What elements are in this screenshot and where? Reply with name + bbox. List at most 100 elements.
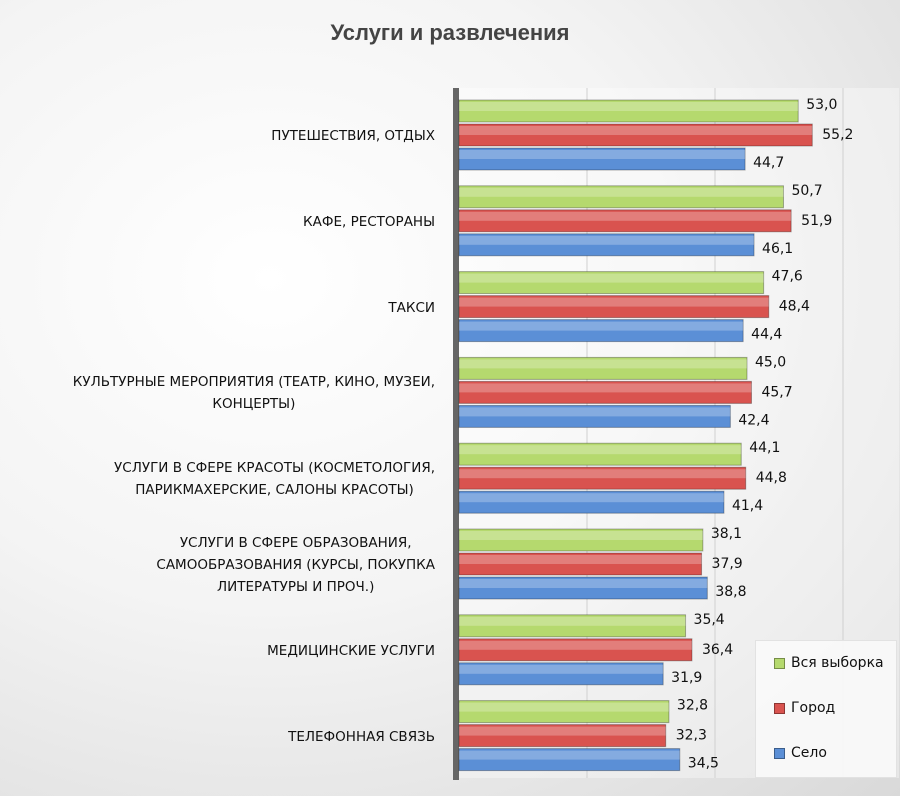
bar	[458, 466, 747, 490]
bar-highlight	[459, 359, 747, 369]
legend: Вся выборка Город Село	[755, 640, 897, 778]
bar	[458, 356, 748, 380]
bar-highlight	[459, 445, 742, 455]
bar-highlight	[459, 211, 792, 221]
category-label: УСЛУГИ В СФЕРЕ КРАСОТЫ (КОСМЕТОЛОГИЯ, ПАР…	[114, 457, 435, 501]
bar	[458, 552, 703, 576]
y-axis	[453, 88, 459, 780]
legend-item: Город	[774, 700, 835, 716]
legend-label: Село	[791, 745, 827, 761]
bar	[458, 185, 784, 209]
data-label: 45,7	[761, 384, 792, 400]
legend-item: Вся выборка	[774, 655, 884, 671]
data-label: 45,0	[755, 354, 786, 370]
bar-highlight	[459, 579, 708, 588]
category-label-line: УСЛУГИ В СФЕРЕ КРАСОТЫ (КОСМЕТОЛОГИЯ,	[114, 460, 435, 477]
bar	[458, 295, 770, 319]
bar	[458, 233, 755, 257]
category-label: КАФЕ, РЕСТОРАНЫ	[303, 211, 435, 233]
bar	[458, 147, 746, 171]
data-label: 51,9	[801, 213, 832, 229]
data-label: 32,3	[676, 728, 707, 744]
bar	[458, 700, 670, 724]
bar-highlight	[459, 407, 731, 417]
data-label: 41,4	[732, 498, 763, 514]
legend-item: Село	[774, 745, 827, 761]
bar-highlight	[459, 702, 669, 712]
data-label: 34,5	[688, 756, 719, 772]
data-label: 46,1	[762, 241, 793, 257]
data-label: 36,4	[702, 642, 733, 658]
bar	[458, 99, 799, 123]
legend-label: Вся выборка	[791, 655, 884, 671]
category-label-line: УСЛУГИ В СФЕРЕ ОБРАЗОВАНИЯ,	[179, 535, 412, 551]
bar	[458, 528, 704, 552]
data-label: 38,8	[715, 584, 746, 600]
data-label: 32,8	[677, 698, 708, 714]
bar	[458, 490, 725, 514]
data-label: 31,9	[671, 670, 702, 686]
data-label: 38,1	[711, 526, 742, 542]
data-label: 37,9	[712, 556, 743, 572]
data-label: 44,4	[751, 327, 782, 343]
bar	[458, 614, 687, 638]
bar-highlight	[459, 321, 744, 331]
category-label-line: КАФЕ, РЕСТОРАНЫ	[303, 213, 435, 230]
bar	[458, 442, 742, 466]
data-label: 50,7	[791, 183, 822, 199]
bar-highlight	[459, 493, 724, 503]
data-label: 53,0	[806, 97, 837, 113]
bar-highlight	[459, 126, 813, 135]
category-label-line: КОНЦЕРТЫ)	[212, 396, 296, 413]
bar-highlight	[459, 664, 664, 674]
category-label-line: ПУТЕШЕСТВИЯ, ОТДЫХ	[271, 128, 435, 144]
chart-title: Услуги и развлечения	[330, 20, 570, 45]
legend-swatch	[774, 747, 785, 759]
category-label: КУЛЬТУРНЫЕ МЕРОПРИЯТИЯ (ТЕАТР, КИНО, МУЗ…	[73, 371, 435, 415]
bar	[458, 380, 752, 404]
bar-highlight	[459, 273, 764, 283]
category-label-line: МЕДИЦИНСКИЕ УСЛУГИ	[267, 642, 435, 659]
bar-highlight	[459, 102, 799, 111]
bar-highlight	[459, 640, 692, 650]
bar	[458, 724, 667, 748]
bar-highlight	[459, 150, 746, 159]
bar	[458, 319, 744, 343]
category-label: МЕДИЦИНСКИЕ УСЛУГИ	[267, 640, 435, 662]
data-label: 55,2	[822, 127, 853, 143]
category-label-line: ТАКСИ	[388, 299, 435, 316]
bar-highlight	[459, 531, 703, 540]
bar-highlight	[459, 383, 752, 393]
data-label: 48,4	[779, 299, 810, 315]
category-label-line: ПАРИКМАХЕРСКИЕ, САЛОНЫ КРАСОТЫ)	[135, 482, 414, 499]
legend-swatch	[774, 657, 785, 669]
category-label: УСЛУГИ В СФЕРЕ ОБРАЗОВАНИЯ, САМООБРАЗОВАН…	[156, 532, 435, 598]
category-label: ТЕЛЕФОННАЯ СВЯЗЬ	[288, 726, 435, 748]
bar	[458, 576, 708, 600]
bar-highlight	[459, 297, 769, 307]
legend-label: Город	[791, 700, 836, 716]
bar	[458, 404, 731, 428]
bar-highlight	[459, 750, 680, 760]
data-label: 44,1	[749, 440, 780, 456]
data-label: 44,8	[756, 470, 787, 486]
bar-highlight	[459, 616, 686, 626]
bar	[458, 748, 681, 772]
bar-highlight	[459, 235, 755, 245]
data-label: 42,4	[738, 412, 769, 428]
bar	[458, 638, 693, 662]
data-label: 35,4	[694, 612, 725, 628]
bar	[458, 662, 664, 686]
category-label-line: ТЕЛЕФОННАЯ СВЯЗЬ	[288, 728, 435, 745]
category-label-line: КУЛЬТУРНЫЕ МЕРОПРИЯТИЯ (ТЕАТР, КИНО, МУЗ…	[72, 374, 435, 391]
data-label: 44,7	[753, 155, 784, 171]
bar	[458, 123, 813, 147]
bar	[458, 209, 792, 233]
bar	[458, 271, 765, 295]
category-label-line: ЛИТЕРАТУРЫ И ПРОЧ.)	[217, 579, 375, 595]
bar-highlight	[459, 469, 746, 479]
legend-swatch	[774, 702, 785, 714]
bar-highlight	[459, 726, 666, 736]
category-label-line: САМООБРАЗОВАНИЯ (КУРСЫ, ПОКУПКА	[156, 557, 435, 573]
